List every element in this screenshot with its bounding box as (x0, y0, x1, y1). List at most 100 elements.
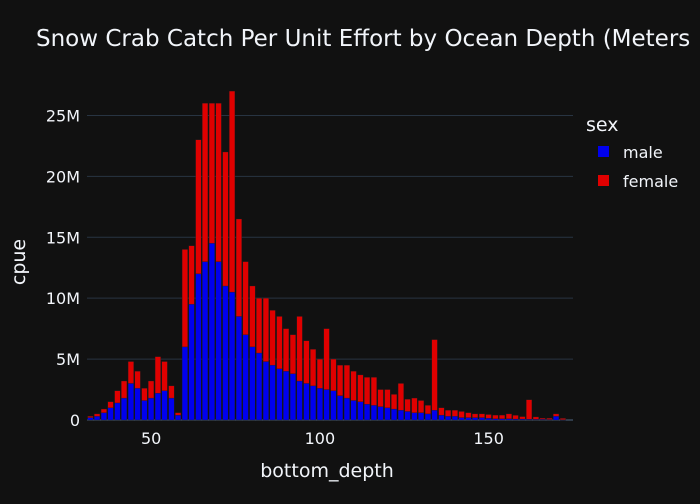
bar-female (310, 349, 317, 387)
bar-female (337, 365, 344, 396)
bar-male (208, 243, 215, 421)
bar-female (492, 414, 499, 419)
bar-female (114, 390, 121, 404)
y-tick-label: 20M (46, 167, 80, 186)
bar-male (418, 412, 425, 421)
x-tick-label: 100 (305, 429, 336, 448)
bar-female (121, 380, 128, 399)
bar-female (168, 385, 175, 399)
bar-female (222, 151, 229, 287)
y-tick-label: 15M (46, 228, 80, 247)
bar-female (208, 103, 215, 244)
legend-swatch-female (598, 175, 609, 186)
bar-male (404, 411, 411, 421)
bar-male (296, 380, 303, 421)
bar-male (141, 400, 148, 421)
legend-label-female: female (623, 172, 678, 191)
bar-female (485, 414, 492, 419)
bar-female (411, 397, 418, 413)
bar-male (148, 397, 155, 421)
bar-male (451, 416, 458, 421)
bar-female (127, 361, 134, 384)
bar-male (323, 389, 330, 421)
bar-male (215, 261, 222, 421)
bar-female (235, 218, 242, 317)
bar-female (546, 418, 553, 420)
bar-male (161, 390, 168, 421)
bar-male (350, 400, 357, 421)
bar-female (472, 413, 479, 418)
bar-female (418, 400, 425, 413)
bar-female (249, 285, 256, 348)
bar-female (215, 103, 222, 262)
bar-female (154, 356, 161, 394)
bar-male (188, 304, 195, 421)
bar-male (370, 405, 377, 421)
bar-male (343, 397, 350, 421)
bar-female (283, 328, 290, 372)
bar-male (384, 407, 391, 421)
bar-male (458, 417, 465, 421)
bar-male (492, 418, 499, 421)
bar-female (161, 361, 168, 391)
bar-male (276, 368, 283, 421)
bar-female (499, 414, 506, 419)
bar-male (485, 418, 492, 421)
y-tick-label: 0 (70, 411, 80, 430)
x-tick-label: 50 (141, 429, 161, 448)
bar-female (107, 401, 114, 408)
bar-male (553, 416, 560, 421)
bar-female (391, 394, 398, 410)
bar-male (391, 408, 398, 421)
bar-male (499, 418, 506, 421)
bar-female (532, 416, 539, 420)
y-axis-label: cpue (8, 239, 30, 285)
gridlines (87, 114, 573, 421)
y-tick-label: 25M (46, 106, 80, 125)
bar-male (107, 407, 114, 421)
bar-female (438, 407, 445, 416)
bar-female (330, 358, 337, 391)
x-axis-ticks: 50 100 150 (141, 429, 504, 448)
bar-female (316, 358, 323, 389)
bar-female (195, 139, 202, 274)
bar-male (168, 397, 175, 421)
bar-female (256, 298, 263, 354)
bar-male (478, 417, 485, 421)
bar-female (350, 371, 357, 401)
bar-male (424, 413, 431, 421)
bar-male (229, 291, 236, 421)
bar-female (357, 374, 364, 402)
legend-title: sex (586, 114, 619, 136)
bar-female (343, 365, 350, 399)
bar-female (94, 413, 101, 417)
bar-female (229, 90, 236, 293)
bar-male (100, 412, 107, 421)
bar-male (242, 334, 249, 421)
bar-female (539, 418, 546, 420)
bar-female (404, 399, 411, 412)
bar-female (323, 328, 330, 390)
bar-female (303, 340, 310, 384)
bar-male (87, 417, 94, 421)
bar-female (512, 415, 519, 420)
bar-male (235, 316, 242, 421)
bar-female (134, 371, 141, 389)
bar-male (283, 371, 290, 421)
bar-female (262, 298, 269, 362)
bar-male (256, 352, 263, 421)
bar-female (458, 411, 465, 418)
bar-male (330, 390, 337, 421)
bar-male (364, 404, 371, 421)
bar-female (397, 383, 404, 411)
x-axis-label: bottom_depth (260, 460, 394, 482)
bar-female (175, 412, 182, 416)
bar-female (269, 310, 276, 366)
bar-female (370, 377, 377, 406)
bar-male (337, 395, 344, 421)
y-axis-ticks: 0 5M 10M 15M 20M 25M (46, 106, 80, 430)
bar-male (445, 416, 452, 421)
bar-female (559, 418, 566, 420)
